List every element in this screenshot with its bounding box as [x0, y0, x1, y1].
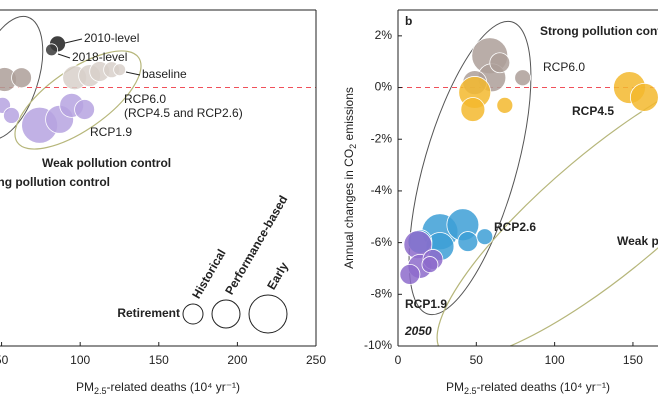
x-axis-label-part: PM — [76, 380, 94, 394]
x-axis-label: PM2.5-related deaths (10⁴ yr⁻¹) — [76, 380, 240, 396]
bubble — [629, 82, 658, 112]
series-label: baseline — [142, 67, 187, 81]
x-tick-label: 50 — [470, 353, 484, 367]
bubble — [113, 63, 127, 77]
y-tick-label: 2% — [375, 28, 393, 42]
bubble — [514, 69, 532, 87]
bubble — [11, 67, 32, 89]
annotation: Weak pollution control — [617, 234, 658, 248]
legend-circle — [248, 294, 288, 334]
legend-circle — [211, 299, 241, 329]
leader — [64, 38, 83, 44]
legend-label: Early — [264, 259, 291, 292]
weak-control-ellipse — [14, 50, 142, 150]
y-tick-label: -4% — [371, 183, 393, 197]
overlay: 50100150200250PM2.5-related deaths (10⁴ … — [0, 9, 658, 396]
bubble — [399, 264, 421, 285]
series-label: RCP6.0 — [124, 92, 166, 106]
bubble — [3, 107, 20, 124]
y-tick-label: -2% — [371, 131, 393, 145]
legend-title: Retirement — [117, 306, 180, 320]
x-axis-label-part: -related deaths (10⁴ yr⁻¹) — [106, 380, 240, 394]
y-axis-label-sub: 2 — [348, 144, 358, 149]
y-tick-label: 0% — [375, 80, 393, 94]
leader — [125, 71, 141, 76]
bubble — [74, 99, 95, 120]
x-tick-label: 100 — [70, 353, 90, 367]
x-axis-label-part: -related deaths (10⁴ yr⁻¹) — [476, 380, 610, 394]
series-label: RCP2.6 — [494, 220, 536, 234]
y-axis-label-part: emissions — [342, 87, 356, 144]
bubble — [421, 256, 439, 273]
annotation: Strong pollution control — [0, 175, 110, 189]
series-label: 2018-level — [72, 50, 127, 64]
x-axis-label-sub: 2.5 — [94, 386, 107, 396]
bubble — [460, 97, 486, 122]
series-label: RCP6.0 — [543, 60, 585, 74]
x-tick-label: 100 — [545, 353, 565, 367]
panel-label: b — [405, 14, 412, 28]
legend-circle — [182, 303, 204, 325]
series-label: 2010-level — [84, 31, 139, 45]
series-label: RCP1.9 — [90, 125, 132, 139]
y-tick-label: -10% — [364, 338, 392, 352]
bubble — [457, 231, 479, 252]
bubble — [489, 52, 511, 74]
strong-control-ellipse — [408, 20, 532, 316]
y-tick-label: -6% — [371, 235, 393, 249]
x-tick-label: 150 — [623, 353, 643, 367]
legend-label: Historical — [189, 247, 228, 301]
annotation: Strong pollution control — [540, 24, 658, 38]
panel-a — [0, 15, 316, 150]
x-tick-label: 200 — [227, 353, 247, 367]
leader — [57, 53, 71, 59]
series-label: RCP1.9 — [405, 297, 447, 311]
y-axis-label-part: Annual changes in CO — [342, 149, 356, 269]
x-tick-label: 250 — [306, 353, 326, 367]
bubble — [45, 43, 58, 57]
panel-b: Strong pollution control Weak pollution c… — [398, 20, 658, 346]
x-tick-label: 50 — [0, 353, 9, 367]
scenario-year: 2050 — [404, 324, 432, 338]
bubble — [476, 228, 494, 246]
weak-control-ellipse — [436, 60, 658, 346]
x-axis-label-sub: 2.5 — [464, 386, 477, 396]
x-axis-label-part: PM — [446, 380, 464, 394]
y-axis-label: Annual changes in CO2 emissions — [342, 87, 358, 269]
x-tick-label: 150 — [149, 353, 169, 367]
x-axis-label: PM2.5-related deaths (10⁴ yr⁻¹) — [446, 380, 610, 396]
series-label: RCP4.5 — [572, 104, 614, 118]
x-tick-label: 0 — [395, 353, 402, 367]
annotation: (RCP4.5 and RCP2.6) — [124, 106, 243, 120]
y-tick-label: -8% — [371, 286, 393, 300]
annotation: Weak pollution control — [42, 156, 171, 170]
bubble — [496, 96, 514, 114]
